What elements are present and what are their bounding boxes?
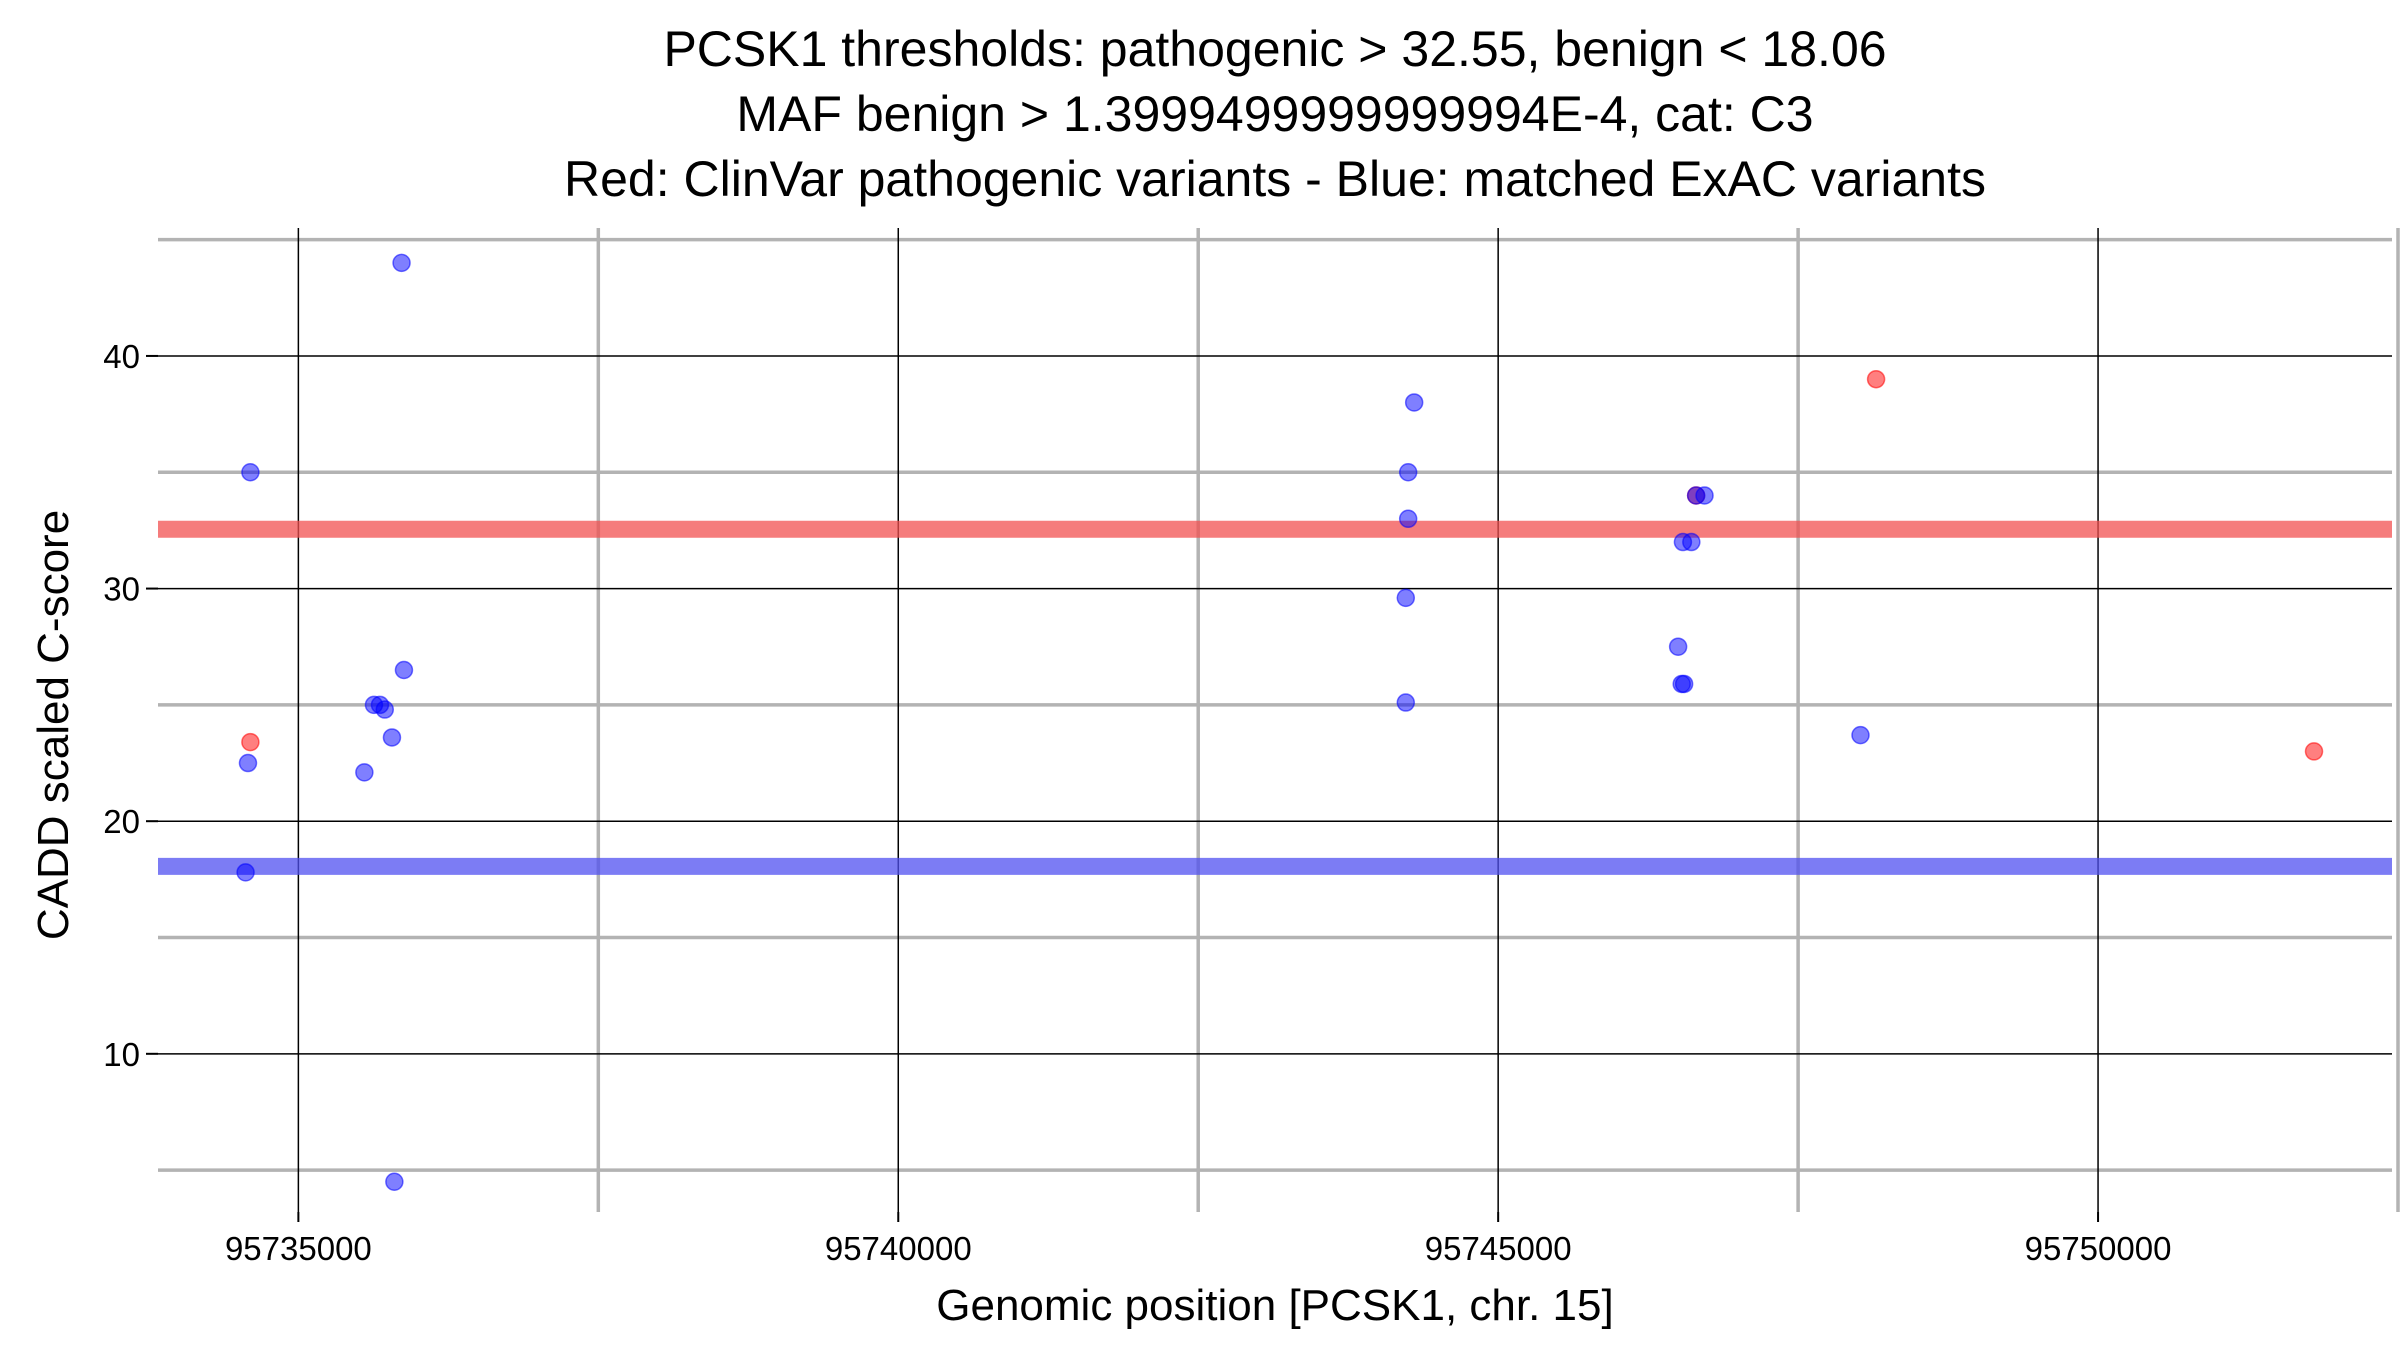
exac-point-6 xyxy=(375,700,395,719)
exac-point-20 xyxy=(1668,637,1688,656)
exac-point-2 xyxy=(236,863,255,882)
exac-point-17 xyxy=(1695,486,1714,505)
exac-point-19 xyxy=(1682,532,1701,552)
y-tick-label-0: 10 xyxy=(103,1036,140,1073)
clinvar-point-3 xyxy=(2304,742,2324,761)
exac-point-15 xyxy=(1396,693,1416,712)
exac-point-8 xyxy=(392,253,411,273)
title-line-1: PCSK1 thresholds: pathogenic > 32.55, be… xyxy=(663,21,1886,77)
exac-point-1 xyxy=(238,753,258,773)
exac-point-0 xyxy=(241,463,260,482)
x-tick-label-1: 95740000 xyxy=(825,1230,972,1267)
exac-point-10 xyxy=(385,1172,404,1192)
exac-point-22 xyxy=(1674,674,1694,694)
exac-point-12 xyxy=(1398,463,1418,482)
exac-point-3 xyxy=(355,763,374,782)
exac-point-11 xyxy=(1404,393,1424,412)
exac-point-13 xyxy=(1398,509,1418,529)
exac-point-9 xyxy=(394,660,414,680)
exac-point-14 xyxy=(1396,588,1416,608)
y-axis-label: CADD scaled C-score xyxy=(29,510,78,940)
grid-layer xyxy=(158,228,2400,1212)
title-line-2: MAF benign > 1.3999499999999994E-4, cat:… xyxy=(736,86,1813,142)
x-tick-label-3: 95750000 xyxy=(2025,1230,2172,1267)
exac-point-23 xyxy=(1851,725,1870,745)
chart-title: PCSK1 thresholds: pathogenic > 32.55, be… xyxy=(564,21,1986,207)
clinvar-point-2 xyxy=(1866,369,1886,389)
threshold-layer xyxy=(158,520,2392,875)
y-tick-label-1: 20 xyxy=(103,803,140,840)
y-tick-label-3: 40 xyxy=(103,338,140,375)
exac-point-7 xyxy=(382,728,402,747)
y-tick-label-2: 30 xyxy=(103,571,140,608)
point-layer xyxy=(236,253,2324,1192)
x-axis-label: Genomic position [PCSK1, chr. 15] xyxy=(936,1281,1613,1330)
x-tick-label-0: 95735000 xyxy=(225,1230,372,1267)
x-tick-label-2: 95745000 xyxy=(1425,1230,1572,1267)
title-line-3: Red: ClinVar pathogenic variants - Blue:… xyxy=(564,151,1986,207)
tick-layer: 95735000 95740000 95745000 95750000 10 20 30 40 xyxy=(103,338,2171,1267)
clinvar-point-0 xyxy=(241,732,260,752)
